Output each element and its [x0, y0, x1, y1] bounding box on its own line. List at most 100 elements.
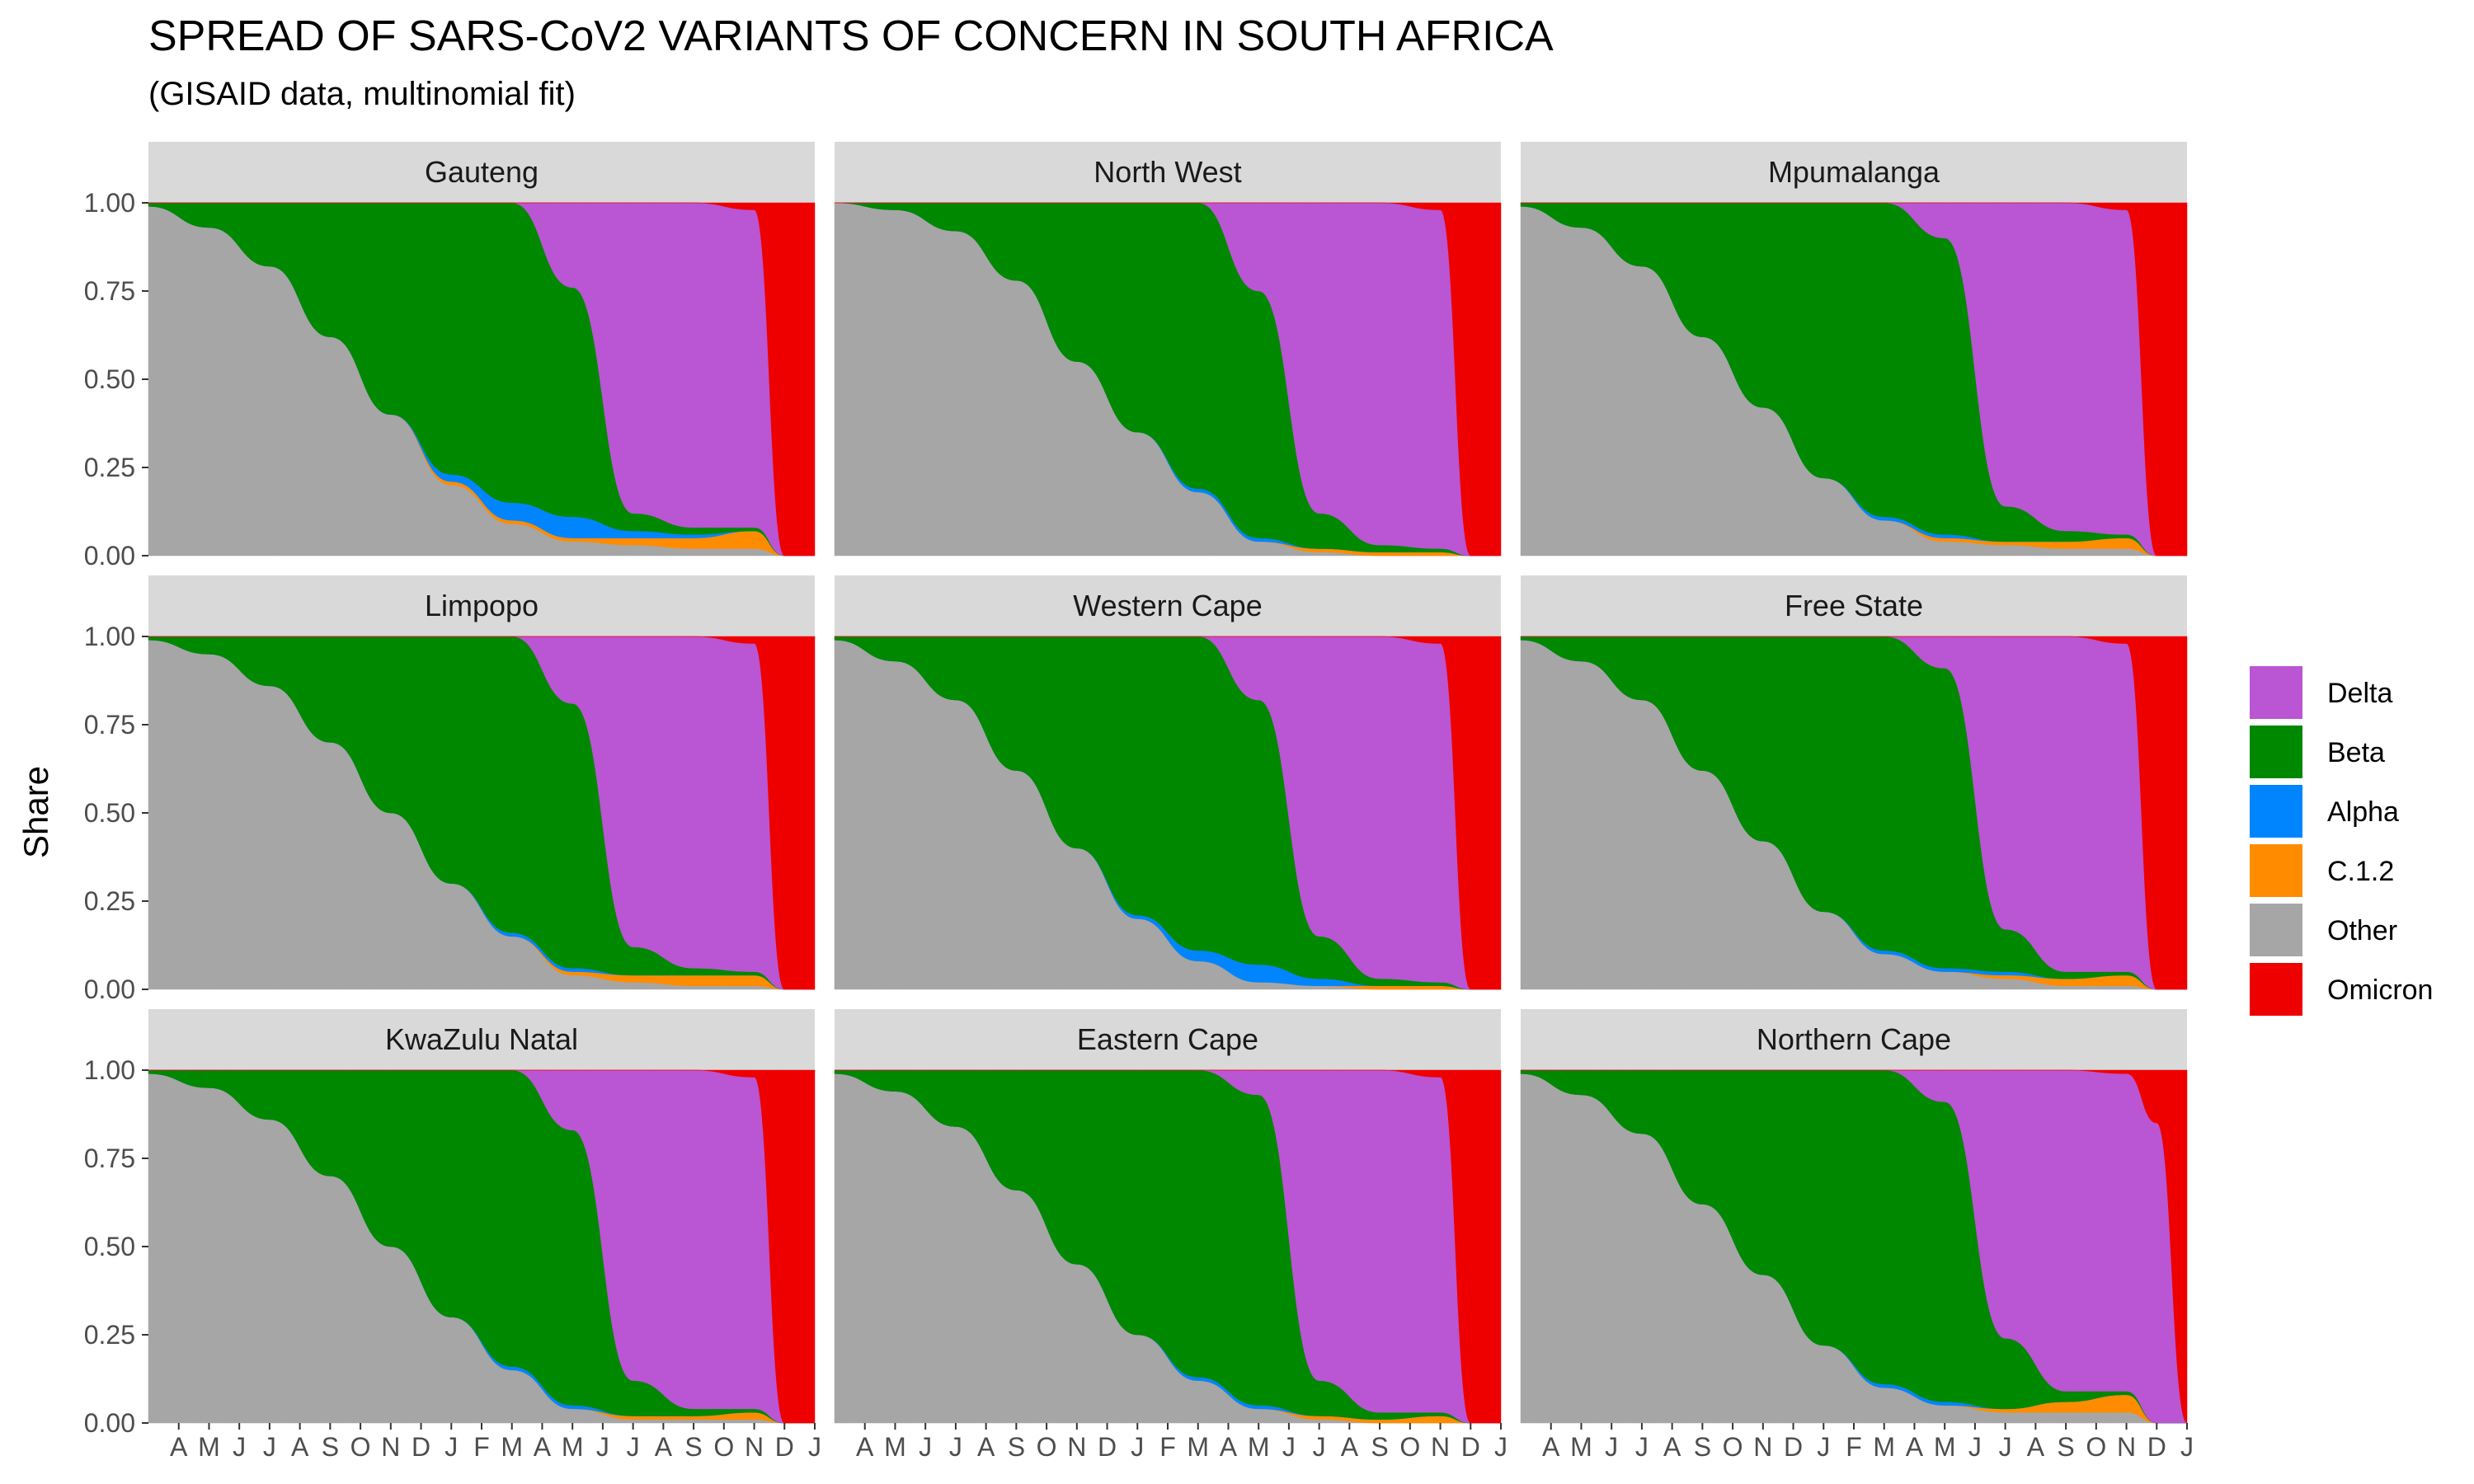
panel-strip	[1521, 1009, 2187, 1070]
panel-strip-label: Limpopo	[425, 589, 539, 622]
legend-label: C.1.2	[2327, 856, 2394, 887]
x-tick-label: J	[1313, 1432, 1326, 1462]
legend-label: Omicron	[2327, 974, 2433, 1006]
panel-strip-label: Western Cape	[1073, 589, 1262, 622]
x-tick-label: A	[1906, 1432, 1924, 1462]
x-tick-label: A	[856, 1432, 874, 1462]
x-tick-label: S	[684, 1432, 702, 1462]
x-tick-label: F	[1159, 1432, 1176, 1462]
panel-strip	[148, 575, 815, 636]
x-tick-label: J	[1635, 1432, 1649, 1462]
x-tick-label: A	[291, 1432, 309, 1462]
legend-label: Alpha	[2327, 796, 2399, 828]
x-tick-label: M	[198, 1432, 220, 1462]
x-tick-label: D	[1098, 1432, 1117, 1462]
y-tick-label: 0.00	[84, 541, 135, 571]
panel-strip-label: Eastern Cape	[1077, 1022, 1258, 1056]
panel-strip-label: North West	[1094, 155, 1241, 189]
x-tick-label: J	[1131, 1432, 1144, 1462]
x-tick-label: A	[1220, 1432, 1238, 1462]
area-omicron	[835, 1069, 1502, 1424]
x-tick-label: J	[263, 1432, 276, 1462]
x-tick-label: M	[501, 1432, 523, 1462]
x-tick-label: J	[919, 1432, 932, 1462]
x-tick-label: A	[534, 1432, 552, 1462]
y-tick-label: 0.50	[84, 798, 135, 828]
x-tick-label: O	[1399, 1432, 1420, 1462]
legend-swatch-alpha	[2250, 785, 2302, 838]
x-tick-label: N	[381, 1432, 400, 1462]
legend-label: Other	[2327, 915, 2397, 946]
legend-label: Delta	[2327, 678, 2392, 709]
panel-strip	[148, 1009, 815, 1070]
y-tick-label: 0.25	[84, 886, 135, 916]
x-tick-label: J	[1494, 1432, 1507, 1462]
panel-strip	[835, 1009, 1501, 1070]
x-tick-label: D	[412, 1432, 430, 1462]
x-tick-label: N	[745, 1432, 764, 1462]
x-tick-label: M	[1248, 1432, 1270, 1462]
x-tick-label: J	[444, 1432, 458, 1462]
y-tick-label: 0.25	[84, 1320, 135, 1350]
x-tick-label: J	[1968, 1432, 1982, 1462]
x-tick-label: O	[350, 1432, 371, 1462]
x-tick-label: S	[1371, 1432, 1388, 1462]
x-tick-label: M	[562, 1432, 584, 1462]
x-tick-label: J	[1999, 1432, 2012, 1462]
area-omicron	[835, 636, 1502, 990]
x-tick-label: D	[775, 1432, 794, 1462]
y-tick-label: 0.00	[84, 1408, 135, 1438]
x-tick-label: A	[977, 1432, 995, 1462]
panel-strip	[835, 142, 1501, 203]
area-omicron	[1521, 202, 2188, 556]
x-tick-label: M	[1934, 1432, 1956, 1462]
panel-strip-label: Free State	[1785, 589, 1923, 622]
panel-strip	[1521, 575, 2187, 636]
area-omicron	[148, 1069, 816, 1424]
x-tick-label: S	[1008, 1432, 1025, 1462]
x-tick-label: O	[1037, 1432, 1057, 1462]
x-tick-label: A	[2027, 1432, 2045, 1462]
y-tick-label: 0.00	[84, 974, 135, 1004]
panel-strip-label: KwaZulu Natal	[385, 1022, 578, 1056]
x-tick-label: J	[949, 1432, 962, 1462]
panel-strip	[835, 575, 1501, 636]
x-tick-label: J	[233, 1432, 246, 1462]
y-tick-label: 1.00	[84, 188, 135, 218]
x-tick-label: J	[808, 1432, 821, 1462]
panel: North West	[834, 142, 1502, 556]
panel-strip-label: Gauteng	[425, 155, 539, 189]
legend-swatch-c-1-2	[2250, 844, 2302, 897]
x-tick-label: A	[1663, 1432, 1681, 1462]
x-tick-label: D	[1784, 1432, 1803, 1462]
x-tick-label: J	[2180, 1432, 2194, 1462]
y-tick-label: 0.75	[84, 1144, 135, 1173]
panels-layer: Gauteng 0.00 0.25 0.50 0.75 1.00 North West Mpu…	[84, 142, 2194, 1462]
x-tick-label: J	[627, 1432, 640, 1462]
panel: Limpopo 0.00 0.25 0.50 0.75 1.00	[84, 575, 816, 1004]
area-omicron	[1521, 1069, 2188, 1424]
x-tick-label: M	[1187, 1432, 1209, 1462]
y-tick-label: 1.00	[84, 1055, 135, 1085]
chart-title: SPREAD OF SARS-CoV2 VARIANTS OF CONCERN …	[148, 12, 1554, 60]
x-tick-label: M	[884, 1432, 906, 1462]
panel-strip-label: Mpumalanga	[1768, 155, 1940, 189]
x-tick-label: S	[1694, 1432, 1711, 1462]
y-tick-label: 0.75	[84, 276, 135, 306]
panel-strip	[148, 142, 815, 203]
x-tick-label: J	[1817, 1432, 1830, 1462]
x-tick-label: D	[1461, 1432, 1480, 1462]
y-tick-label: 0.25	[84, 453, 135, 482]
legend-label: Beta	[2327, 737, 2385, 768]
x-tick-label: A	[1542, 1432, 1560, 1462]
legend-swatch-other	[2250, 904, 2302, 956]
area-omicron	[148, 202, 816, 556]
chart-subtitle: (GISAID data, multinomial fit)	[148, 76, 576, 112]
legend-swatch-delta	[2250, 666, 2302, 719]
x-tick-label: D	[2147, 1432, 2166, 1462]
x-tick-label: O	[2086, 1432, 2106, 1462]
x-tick-label: N	[1753, 1432, 1772, 1462]
